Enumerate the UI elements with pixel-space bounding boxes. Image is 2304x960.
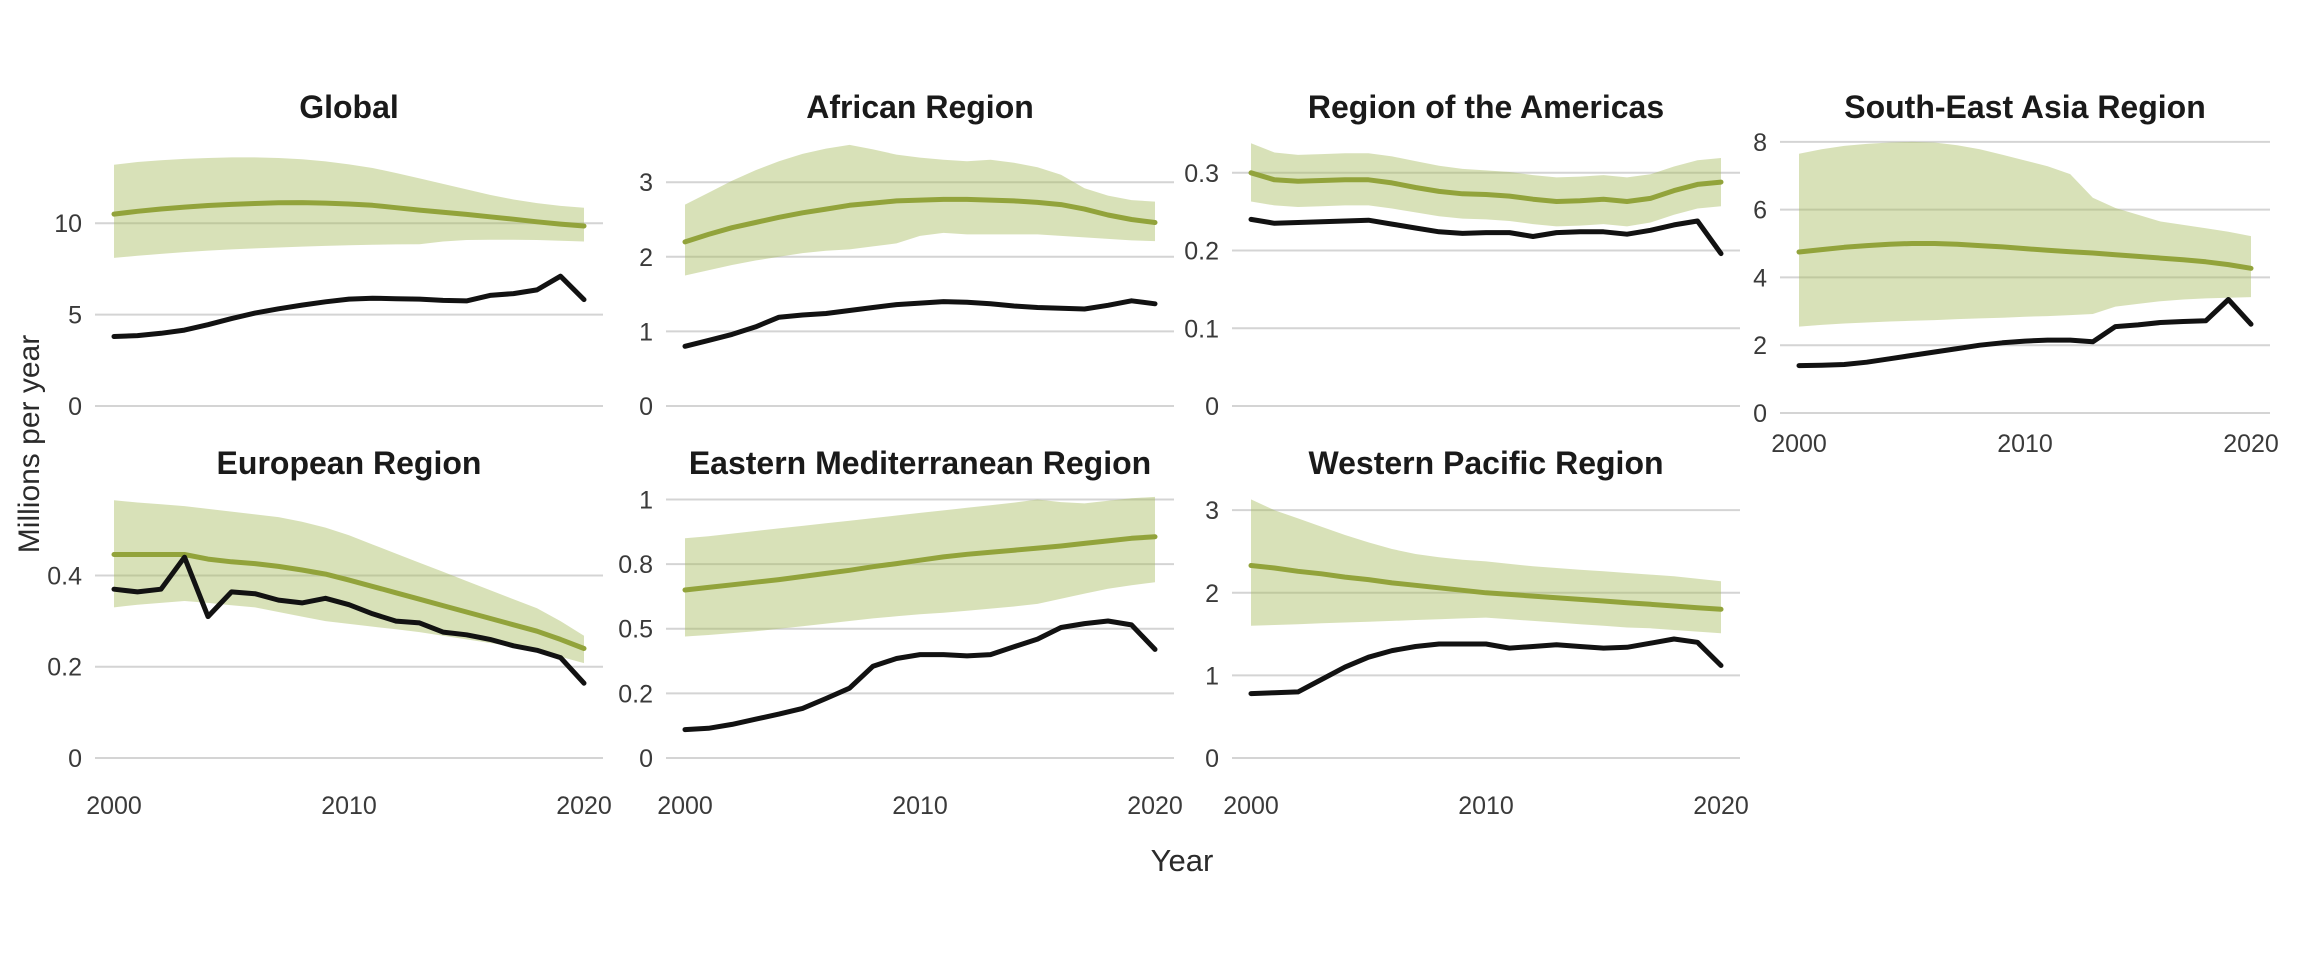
x-axis-title: Year [1150,843,1214,878]
x-tick-label: 2000 [657,792,713,820]
panel-chart: 0 1 2 3 [639,144,1174,421]
x-tick-label: 2020 [1127,792,1183,820]
y-tick-label: 8 [1753,129,1767,157]
observed-line [111,554,587,686]
panel-south-east-asia-region: South-East Asia Region 0 2 4 6 8 2000 2010 2020 [1688,82,2286,474]
y-tick-label: 2 [1205,580,1219,608]
y-tick-label: 0.8 [618,551,653,579]
estimate-line [682,534,1158,593]
panel-title: South-East Asia Region [1844,89,2206,125]
uncertainty-band [1251,143,1721,227]
x-tick-label: 2010 [892,792,948,820]
y-tick-label: 0 [1205,745,1219,773]
panel-title: African Region [806,89,1034,125]
x-tick-label: 2010 [1997,430,2053,458]
panel-title: Global [299,89,399,125]
panel-european-region: European Region 0 0.2 0.4 2000 2010 2020 [3,442,619,832]
y-tick-label: 0.2 [618,680,653,708]
y-tick-label: 0 [639,745,653,773]
observed-line [111,273,587,339]
panel-title: Western Pacific Region [1308,445,1664,481]
y-tick-label: 0.4 [47,562,82,590]
observed-line [1248,216,1724,257]
y-tick-label: 5 [68,302,82,330]
y-tick-label: 6 [1753,197,1767,225]
estimate-line [1248,170,1724,204]
estimate-line [111,200,587,229]
estimate-line [1248,563,1724,612]
panel-western-pacific-region: Western Pacific Region 0 1 2 3 2000 2010 2020 [1140,442,1756,832]
x-tick-label: 2000 [1223,792,1279,820]
panel-chart: 0 0.2 0.5 0.8 1 2000 2010 2020 [618,486,1183,820]
uncertainty-band [685,144,1155,276]
uncertainty-band [685,496,1155,637]
y-tick-label: 2 [1753,332,1767,360]
y-tick-label: 4 [1753,264,1767,292]
x-tick-label: 2000 [1771,430,1827,458]
uncertainty-band [1799,141,2251,327]
x-tick-label: 2010 [1458,792,1514,820]
y-tick-label: 0.5 [618,616,653,644]
observed-line [682,618,1158,733]
panel-chart: 0 1 2 3 2000 2010 2020 [1205,497,1749,820]
estimate-line [682,196,1158,245]
x-tick-label: 2020 [2223,430,2279,458]
x-tick-label: 2010 [321,792,377,820]
estimate-line [111,552,587,651]
panel-eastern-mediterranean-region: Eastern Mediterranean Region 0 0.2 0.5 0.8 1… [574,442,1190,832]
panel-chart: 0 0.1 0.2 0.3 [1184,143,1740,421]
y-tick-label: 0 [68,393,82,421]
panel-title: Eastern Mediterranean Region [688,445,1152,481]
y-tick-label: 10 [54,210,82,238]
y-tick-label: 0.1 [1184,315,1219,343]
observed-line [1796,297,2254,369]
x-tick-label: 2020 [1693,792,1749,820]
panel-african-region: African Region 0 1 2 3 [574,82,1190,424]
y-tick-label: 0 [68,745,82,773]
panel-global: Global 0 5 10 [3,82,619,424]
estimate-line [1796,241,2254,271]
observed-line [682,298,1158,349]
uncertainty-band [1251,499,1721,634]
y-tick-label: 3 [1205,497,1219,525]
panel-title: European Region [216,445,482,481]
y-tick-label: 1 [639,318,653,346]
y-tick-label: 0 [1205,393,1219,421]
y-tick-label: 0.2 [1184,238,1219,266]
x-tick-label: 2000 [86,792,142,820]
y-tick-label: 0.2 [47,654,82,682]
panel-chart: 0 5 10 [54,157,603,421]
panel-chart: 0 2 4 6 8 2000 2010 2020 [1753,129,2279,458]
y-tick-label: 0.3 [1184,160,1219,188]
y-tick-label: 0 [639,393,653,421]
y-tick-label: 1 [639,486,653,514]
panel-region-of-the-americas: Region of the Americas 0 0.1 0.2 0.3 [1140,82,1756,424]
uncertainty-band [114,157,584,258]
y-tick-label: 1 [1205,662,1219,690]
x-tick-label: 2020 [556,792,612,820]
panel-title: Region of the Americas [1307,89,1665,125]
panel-chart: 0 0.2 0.4 2000 2010 2020 [47,500,612,820]
y-tick-label: 2 [639,244,653,272]
y-tick-label: 3 [639,169,653,197]
observed-line [1248,636,1724,697]
y-tick-label: 0 [1753,400,1767,428]
